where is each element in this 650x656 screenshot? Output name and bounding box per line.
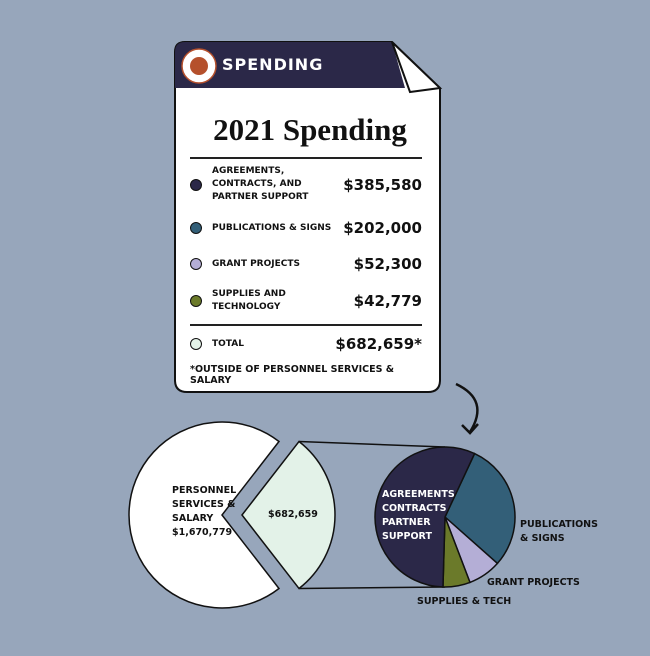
legend-row: AGREEMENTS, CONTRACTS, AND PARTNER SUPPO…	[190, 159, 422, 210]
pie-slice	[241, 440, 336, 590]
legend-name: AGREEMENTS, CONTRACTS, AND PARTNER SUPPO…	[212, 166, 309, 202]
legend-value: $52,300	[353, 255, 422, 273]
fold	[391, 41, 443, 94]
legend-row: TOTAL $682,659*	[190, 324, 422, 362]
legend-name: SUPPLIES AND TECHNOLOGY	[212, 289, 286, 312]
header: SPENDING	[222, 55, 324, 74]
legend-dot	[190, 178, 202, 191]
legend-dot	[190, 338, 202, 350]
legend-value: $202,000	[343, 219, 422, 237]
footnote: *OUTSIDE OF PERSONNEL SERVICES & SALARY	[190, 364, 395, 386]
legend-name: TOTAL	[212, 338, 244, 349]
pie-label: PUBLICATIONS & SIGNS	[520, 519, 598, 544]
legend-dot	[190, 222, 202, 234]
legend: AGREEMENTS, CONTRACTS, AND PARTNER SUPPO…	[190, 157, 422, 362]
legend-value: $682,659*	[335, 335, 422, 353]
legend-dot	[190, 258, 202, 270]
pie-slice	[374, 446, 476, 588]
pie-label: SUPPLIES & TECH	[417, 596, 512, 607]
title: 2021 Spending	[213, 112, 407, 147]
legend-row: PUBLICATIONS & SIGNS $202,000	[190, 210, 422, 246]
legend-name: GRANT PROJECTS	[212, 258, 300, 269]
card-header	[175, 42, 405, 88]
legend-name: PUBLICATIONS & SIGNS	[212, 222, 332, 233]
pie-value: $1,670,779	[172, 527, 233, 538]
pie-label: PERSONNEL SERVICES & SALARY	[172, 485, 237, 524]
legend-row: GRANT PROJECTS $52,300	[190, 246, 422, 282]
legend-row: SUPPLIES AND TECHNOLOGY $42,779	[190, 282, 422, 320]
pie-slice	[128, 421, 281, 609]
pie-label: GRANT PROJECTS	[487, 577, 580, 588]
legend-value: $385,580	[343, 175, 422, 194]
legend-value: $42,779	[353, 292, 422, 310]
legend-dot	[190, 295, 202, 307]
pie-value: $682,659	[268, 509, 318, 520]
arrow	[455, 382, 479, 435]
connector	[298, 440, 446, 590]
pie-label: AGREEMENTS CONTRACTS PARTNER SUPPORT	[382, 489, 455, 542]
logo-figure	[190, 57, 208, 75]
